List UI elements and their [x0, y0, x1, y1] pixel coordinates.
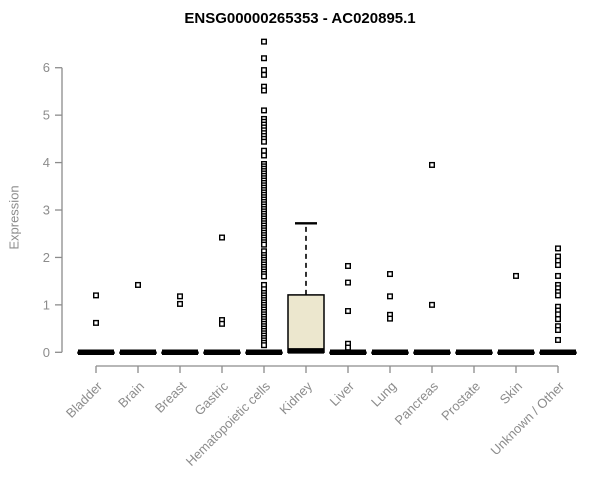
x-category-label-kidney: Kidney: [276, 378, 315, 417]
outlier-point: [345, 262, 352, 269]
outlier-point: [176, 300, 183, 307]
outlier-point: [261, 241, 268, 248]
y-tick-label: 1: [43, 297, 50, 312]
outlier-point: [387, 293, 394, 300]
outlier-point: [218, 320, 225, 327]
outlier-point: [261, 87, 268, 94]
x-category-label-skin: Skin: [497, 379, 525, 407]
outlier-point: [555, 327, 562, 334]
outlier-point: [555, 316, 562, 323]
outlier-point: [261, 55, 268, 62]
y-tick-label: 0: [43, 345, 50, 360]
outlier-point: [261, 147, 268, 154]
chart-title: ENSG00000265353 - AC020895.1: [184, 10, 416, 27]
outlier-point: [261, 38, 268, 45]
boxplot-brain: [119, 349, 157, 356]
x-category-label-bladder: Bladder: [63, 378, 106, 421]
outlier-point: [261, 152, 268, 159]
boxplot-pancreas: [413, 349, 451, 356]
y-tick-label: 2: [43, 250, 50, 265]
outlier-point: [555, 262, 562, 269]
y-tick-label: 3: [43, 203, 50, 218]
y-tick-label: 6: [43, 60, 50, 75]
x-category-label-pancreas: Pancreas: [392, 378, 442, 428]
outlier-point: [261, 273, 268, 280]
boxplot-bladder: [77, 349, 115, 356]
outlier-point: [261, 138, 268, 145]
x-category-label-breast: Breast: [152, 378, 189, 415]
boxplot-liver: [329, 349, 367, 356]
box: [287, 294, 325, 354]
outlier-point: [134, 281, 141, 288]
outlier-point: [429, 301, 436, 308]
outlier-point: [345, 308, 352, 315]
boxplot-hematopoietic-cells: [245, 349, 283, 356]
outlier-points: [92, 38, 562, 351]
outlier-point: [513, 272, 520, 279]
outlier-point: [387, 315, 394, 322]
boxplot-breast: [161, 349, 199, 356]
outlier-point: [555, 272, 562, 279]
boxplot-unknown-other: [539, 349, 577, 356]
boxplot-prostate: [455, 349, 493, 356]
y-tick-label: 5: [43, 108, 50, 123]
y-tick-label: 4: [43, 155, 50, 170]
outlier-point: [218, 234, 225, 241]
outlier-point: [261, 107, 268, 114]
outlier-point: [176, 293, 183, 300]
outlier-point: [555, 311, 562, 318]
y-axis: 0 1 2 3 4 5 6: [43, 60, 63, 360]
outlier-point: [387, 271, 394, 278]
outlier-point: [555, 336, 562, 343]
outlier-point: [261, 71, 268, 78]
outlier-point: [92, 319, 99, 326]
x-category-label-prostate: Prostate: [438, 379, 483, 424]
outlier-point: [429, 161, 436, 168]
outlier-point: [555, 245, 562, 252]
x-category-label-unknown-other: Unknown / Other: [488, 378, 568, 458]
x-category-label-gastric: Gastric: [191, 378, 231, 418]
outlier-point: [261, 342, 268, 349]
outlier-point: [555, 292, 562, 299]
boxplot-gastric: [203, 349, 241, 356]
x-category-label-brain: Brain: [115, 379, 147, 411]
boxplot-skin: [497, 349, 535, 356]
y-axis-label: Expression: [6, 185, 22, 250]
x-category-label-lung: Lung: [368, 379, 399, 410]
x-category-label-liver: Liver: [327, 378, 358, 409]
boxplot-lung: [371, 349, 409, 356]
boxplot-kidney: [287, 222, 325, 354]
outlier-point: [345, 279, 352, 286]
outlier-point: [261, 67, 268, 74]
outlier-point: [345, 344, 352, 351]
outlier-point: [92, 292, 99, 299]
